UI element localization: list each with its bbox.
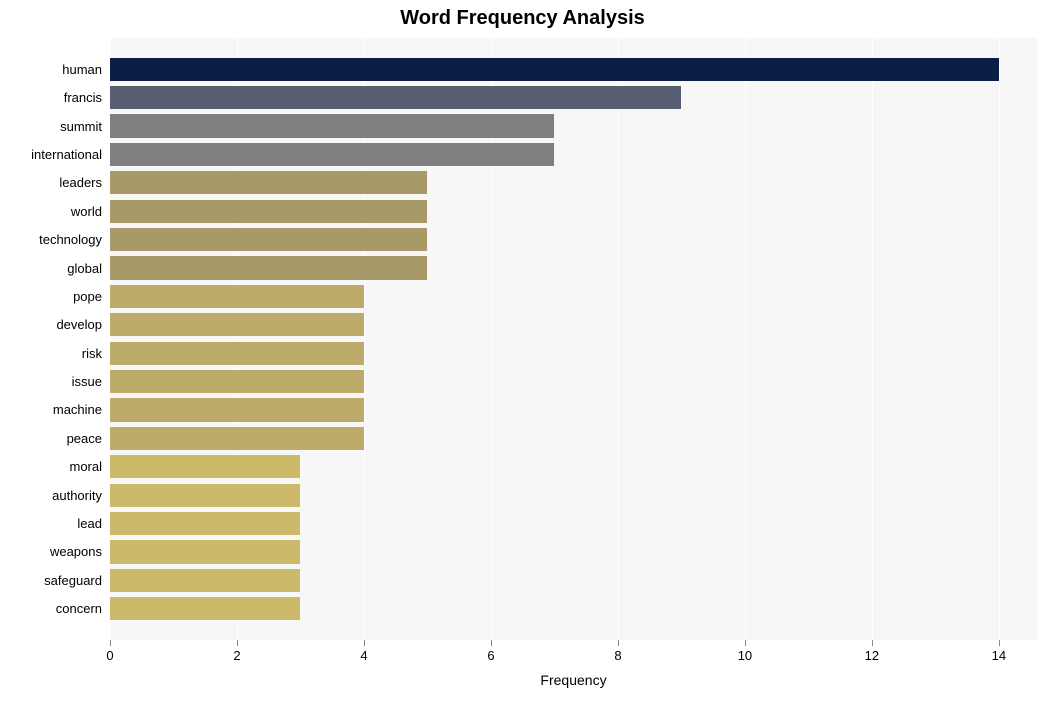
y-axis-label: peace [0, 431, 102, 446]
bar-row [110, 228, 1037, 251]
bar [110, 256, 427, 279]
y-axis-label: develop [0, 317, 102, 332]
bar-row [110, 597, 1037, 620]
x-tick-label: 4 [360, 648, 367, 663]
bar [110, 484, 300, 507]
x-tick-label: 6 [487, 648, 494, 663]
chart-title: Word Frequency Analysis [0, 7, 1045, 30]
bar-row [110, 484, 1037, 507]
bar [110, 200, 427, 223]
y-axis-label: francis [0, 90, 102, 105]
plot-area [110, 38, 1037, 640]
y-axis-label: global [0, 261, 102, 276]
bar-row [110, 540, 1037, 563]
bar [110, 569, 300, 592]
bar [110, 427, 364, 450]
bar-row [110, 200, 1037, 223]
y-axis-label: concern [0, 601, 102, 616]
bar-row [110, 171, 1037, 194]
y-axis-label: authority [0, 488, 102, 503]
bar-row [110, 58, 1037, 81]
y-axis-label: human [0, 62, 102, 77]
bar [110, 143, 554, 166]
bar [110, 540, 300, 563]
bar-row [110, 569, 1037, 592]
bar [110, 58, 999, 81]
bar [110, 512, 300, 535]
bar-row [110, 285, 1037, 308]
x-tick-label: 2 [233, 648, 240, 663]
y-axis-label: machine [0, 402, 102, 417]
bars-layer [110, 38, 1037, 640]
bar [110, 398, 364, 421]
bar-row [110, 398, 1037, 421]
chart-container: Word Frequency Analysis human francis summ… [0, 0, 1045, 701]
y-axis-label: leaders [0, 175, 102, 190]
y-axis-label: lead [0, 516, 102, 531]
bar [110, 342, 364, 365]
x-axis-label: Frequency [110, 672, 1037, 688]
bar-row [110, 342, 1037, 365]
bar [110, 285, 364, 308]
x-tick [110, 640, 111, 646]
bar [110, 171, 427, 194]
x-tick-label: 8 [614, 648, 621, 663]
y-axis-label: pope [0, 289, 102, 304]
y-axis-label: world [0, 204, 102, 219]
bar-row [110, 455, 1037, 478]
bar [110, 597, 300, 620]
bar-row [110, 427, 1037, 450]
x-tick-label: 12 [865, 648, 879, 663]
x-tick [872, 640, 873, 646]
x-tick [999, 640, 1000, 646]
x-tick-label: 10 [738, 648, 752, 663]
bar [110, 228, 427, 251]
bar-row [110, 313, 1037, 336]
bar-row [110, 512, 1037, 535]
y-axis-label: safeguard [0, 573, 102, 588]
y-axis-label: international [0, 147, 102, 162]
y-axis-label: summit [0, 119, 102, 134]
bar-row [110, 114, 1037, 137]
bar-row [110, 86, 1037, 109]
x-tick-label: 0 [106, 648, 113, 663]
y-axis-label: risk [0, 346, 102, 361]
bar-row [110, 143, 1037, 166]
x-tick [237, 640, 238, 646]
bar [110, 114, 554, 137]
x-tick [745, 640, 746, 646]
bar-row [110, 256, 1037, 279]
y-axis-label: weapons [0, 544, 102, 559]
bar [110, 455, 300, 478]
x-tick [618, 640, 619, 646]
y-axis-label: moral [0, 459, 102, 474]
y-axis-label: technology [0, 232, 102, 247]
bar [110, 313, 364, 336]
bar [110, 86, 681, 109]
x-tick [491, 640, 492, 646]
y-axis-label: issue [0, 374, 102, 389]
bar-row [110, 370, 1037, 393]
x-tick [364, 640, 365, 646]
x-tick-label: 14 [992, 648, 1006, 663]
bar [110, 370, 364, 393]
